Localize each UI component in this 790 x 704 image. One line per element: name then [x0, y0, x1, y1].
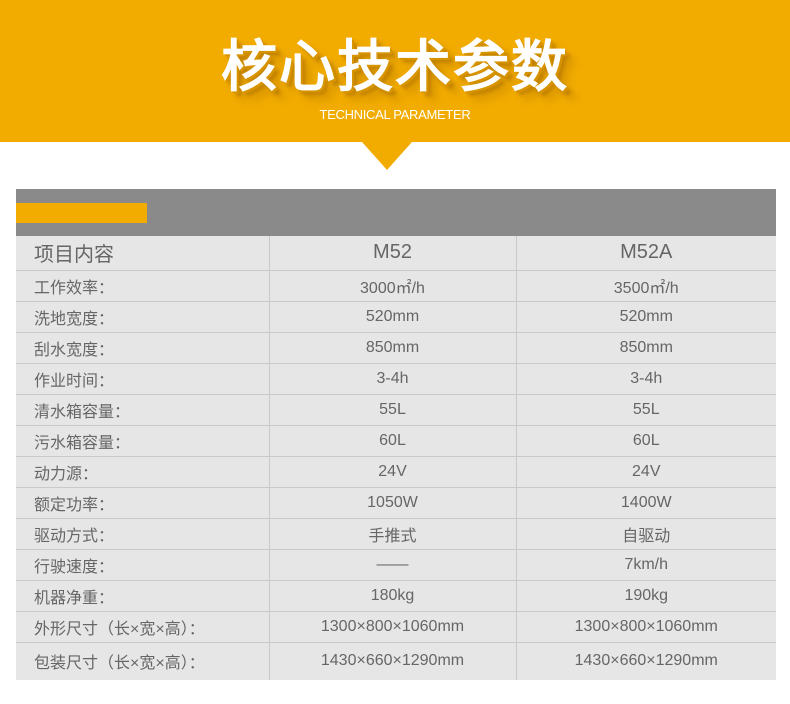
param-name: 机器净重： [16, 580, 269, 612]
m52a-value: 7km/h [515, 549, 776, 581]
m52a-value: 60L [515, 425, 776, 457]
table-row: 作业时间： 3-4h 3-4h [16, 363, 776, 395]
m52-value: 180kg [268, 580, 516, 612]
param-name: 额定功率： [16, 487, 269, 519]
m52-value: 3-4h [268, 363, 516, 395]
m52-value: 60L [268, 425, 516, 457]
pointer-triangle [362, 142, 412, 170]
param-name: 作业时间： [16, 363, 269, 395]
table-row: 工作效率： 3000㎡/h 3500㎡/h [16, 270, 776, 302]
param-name: 行驶速度： [16, 549, 269, 581]
accent-bar [16, 203, 147, 223]
m52-value: 3000㎡/h [268, 270, 516, 302]
header-m52a: M52A [515, 236, 776, 271]
table-row: 动力源： 24V 24V [16, 456, 776, 488]
m52-value: 850mm [268, 332, 516, 364]
table-row: 额定功率： 1050W 1400W [16, 487, 776, 519]
table-row: 驱动方式： 手推式 自驱动 [16, 518, 776, 550]
page-title: 核心技术参数 [221, 35, 569, 98]
page-subtitle: TECHNICAL PARAMETER [319, 107, 471, 122]
table-row: 外形尺寸（长×宽×高）： 1300×800×1060mm 1300×800×1060… [16, 611, 776, 643]
m52-value: 1050W [268, 487, 516, 519]
m52-value: 55L [268, 394, 516, 426]
m52-value: 1300×800×1060mm [268, 611, 516, 643]
table-row: 机器净重： 180kg 190kg [16, 580, 776, 612]
header-item: 项目内容 [16, 236, 269, 271]
param-name: 刮水宽度： [16, 332, 269, 364]
param-name: 清水箱容量： [16, 394, 269, 426]
header-m52: M52 [268, 236, 516, 271]
m52a-value: 1400W [515, 487, 776, 519]
table-header-row: 项目内容 M52 M52A [16, 236, 776, 271]
table-row: 污水箱容量： 60L 60L [16, 425, 776, 457]
m52a-value: 520mm [515, 301, 776, 333]
m52a-value: 自驱动 [515, 518, 776, 550]
m52a-value: 3500㎡/h [515, 270, 776, 302]
param-name: 动力源： [16, 456, 269, 488]
table-row: 行驶速度： —— 7km/h [16, 549, 776, 581]
m52-value: —— [268, 549, 516, 581]
param-name: 外形尺寸（长×宽×高）： [16, 611, 269, 643]
table-row: 清水箱容量： 55L 55L [16, 394, 776, 426]
m52a-value: 1430×660×1290mm [515, 642, 776, 680]
table-row: 洗地宽度： 520mm 520mm [16, 301, 776, 333]
header-banner: 核心技术参数 TECHNICAL PARAMETER [0, 0, 790, 142]
param-name: 污水箱容量： [16, 425, 269, 457]
m52-value: 1430×660×1290mm [268, 642, 516, 680]
param-name: 驱动方式： [16, 518, 269, 550]
m52a-value: 1300×800×1060mm [515, 611, 776, 643]
param-name: 工作效率： [16, 270, 269, 302]
spec-table: 项目内容 M52 M52A 工作效率： 3000㎡/h 3500㎡/h 洗地宽度： 52… [16, 236, 776, 680]
m52-value: 520mm [268, 301, 516, 333]
m52a-value: 850mm [515, 332, 776, 364]
table-row: 包装尺寸（长×宽×高）： 1430×660×1290mm 1430×660×1290… [16, 642, 776, 680]
m52a-value: 3-4h [515, 363, 776, 395]
m52-value: 24V [268, 456, 516, 488]
m52a-value: 24V [515, 456, 776, 488]
m52a-value: 55L [515, 394, 776, 426]
param-name: 洗地宽度： [16, 301, 269, 333]
m52-value: 手推式 [268, 518, 516, 550]
m52a-value: 190kg [515, 580, 776, 612]
table-row: 刮水宽度： 850mm 850mm [16, 332, 776, 364]
param-name: 包装尺寸（长×宽×高）： [34, 655, 205, 673]
